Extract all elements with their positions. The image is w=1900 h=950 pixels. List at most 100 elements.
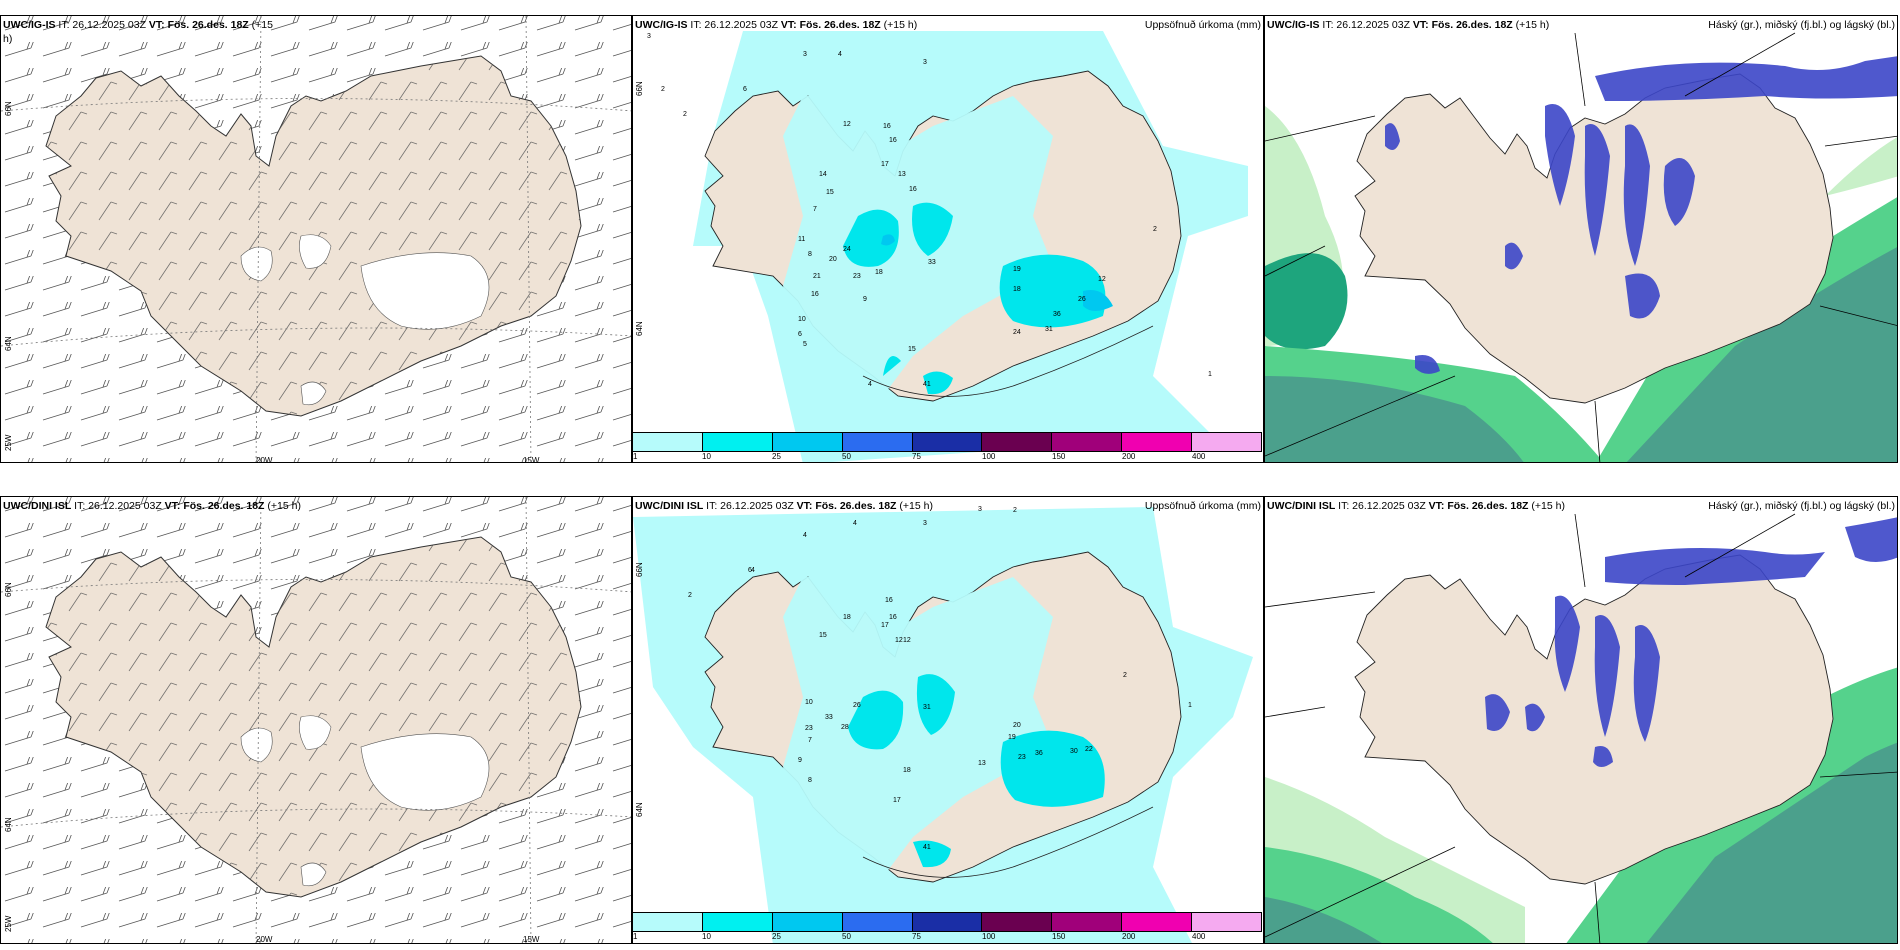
- colorbar-tick: 1: [633, 452, 638, 461]
- precip-map-svg: 3 4 4 3 2 2 6 16 18 16 17 15 12 26 23 28…: [633, 506, 1253, 943]
- colorbar-segment: [633, 913, 703, 931]
- colorbar-ticks-bottom: 1 10 25 50 75 100 150 200 400: [632, 932, 1262, 944]
- precip-label: 24: [843, 246, 851, 253]
- precip-label: 2: [688, 592, 692, 599]
- precip-label: 36: [1035, 750, 1043, 757]
- precip-label: 8: [808, 251, 812, 258]
- precip-label: 2: [1123, 672, 1127, 679]
- precip-label: 23: [853, 273, 861, 280]
- precip-label: 10: [805, 699, 813, 706]
- colorbar-segment: [1122, 913, 1193, 931]
- lead-time: (+15 h): [267, 500, 301, 512]
- colorbar-tick: 25: [772, 932, 781, 941]
- panel-header: UWC/IG-IS IT: 26.12.2025 03Z VT: Fös. 26…: [1, 16, 631, 45]
- colorbar-tick: 1: [633, 932, 638, 941]
- precip-label: 4: [868, 381, 872, 388]
- lead-time: (+15 h): [1531, 500, 1565, 512]
- model-name: UWC/DINI ISL: [635, 500, 704, 512]
- precip-label: 20: [829, 256, 837, 263]
- lead-time: (+15: [251, 19, 273, 31]
- colorbar-segment: [1052, 913, 1123, 931]
- init-time: IT: 26.12.2025 03Z: [706, 500, 794, 512]
- precip-label: 22: [1085, 746, 1093, 753]
- precip-colorbar-top: [632, 432, 1262, 452]
- lead-time-cont: h): [3, 33, 13, 45]
- precip-label: 23: [805, 725, 813, 732]
- precip-label: 13: [978, 760, 986, 767]
- colorbar-tick: 100: [982, 932, 996, 941]
- precip-label: 16: [889, 614, 897, 621]
- precip-label: 17: [881, 622, 889, 629]
- model-name: UWC/IG-IS: [3, 19, 56, 31]
- precip-label: 33: [928, 259, 936, 266]
- wind-map-svg: [1, 497, 631, 943]
- precip-label: 19: [1013, 266, 1021, 273]
- colorbar-tick: 50: [842, 932, 851, 941]
- precip-label: 18: [875, 269, 883, 276]
- precip-label: 20: [1013, 722, 1021, 729]
- precip-label: 7: [813, 206, 817, 213]
- colorbar-segment: [1192, 913, 1262, 931]
- field-title: Uppsöfnuð úrkoma (mm): [1144, 500, 1261, 512]
- precip-label: 18: [1013, 286, 1021, 293]
- corner-lon-label: 25W: [4, 434, 13, 451]
- init-time: IT: 26.12.2025 03Z: [58, 19, 146, 31]
- model-name: UWC/IG-IS: [635, 19, 688, 31]
- precip-label: 30: [1070, 748, 1078, 755]
- cloud-map-svg: [1265, 513, 1897, 943]
- cloud-panel-top: UWC/IG-IS IT: 26.12.2025 03Z VT: Fös. 26…: [1264, 15, 1898, 463]
- precip-label: 17: [893, 797, 901, 804]
- precip-label: 2: [683, 111, 687, 118]
- colorbar-tick: 400: [1192, 932, 1206, 941]
- precip-label: 6: [748, 567, 752, 574]
- precip-label: 15: [908, 346, 916, 353]
- colorbar-tick: 200: [1122, 932, 1136, 941]
- lat-label-66n: 66N: [635, 562, 644, 577]
- colorbar-tick: 25: [772, 452, 781, 461]
- precip-label: 6: [798, 331, 802, 338]
- precip-label: 19: [1008, 734, 1016, 741]
- field-title: Háský (gr.), miðský (fj.bl.) og lágský (…: [1708, 19, 1895, 31]
- precip-label: 12: [903, 637, 911, 644]
- colorbar-segment: [702, 913, 773, 931]
- precip-label: 5: [803, 341, 807, 348]
- precip-label: 10: [798, 316, 806, 323]
- precip-label: 21: [813, 273, 821, 280]
- precip-label: 12: [1098, 276, 1106, 283]
- precip-label: 11: [798, 236, 805, 243]
- colorbar-segment: [1192, 433, 1262, 451]
- panel-header: UWC/IG-IS IT: 26.12.2025 03Z VT: Fös. 26…: [1265, 16, 1897, 35]
- precip-label: 28: [841, 724, 849, 731]
- panel-header: UWC/DINI ISL IT: 26.12.2025 03Z VT: Fös.…: [633, 497, 1263, 516]
- init-time: IT: 26.12.2025 03Z: [690, 19, 778, 31]
- colorbar-segment: [633, 433, 703, 451]
- precip-label: 13: [898, 171, 906, 178]
- precip-label: 17: [881, 161, 889, 168]
- wind-panel-bottom: UWC/DINI ISL IT: 26.12.2025 03Z VT: Fös.…: [0, 496, 632, 944]
- panel-header: UWC/IG-IS IT: 26.12.2025 03Z VT: Fös. 26…: [633, 16, 1263, 35]
- colorbar-tick: 75: [912, 452, 921, 461]
- precip-label: 31: [923, 704, 931, 711]
- precip-label: 33: [825, 714, 833, 721]
- precip-label: 16: [811, 291, 819, 298]
- colorbar-ticks-top: 1 10 25 50 75 100 150 200 400: [632, 452, 1262, 464]
- lead-time: (+15 h): [883, 19, 918, 31]
- lat-label-66n: 66N: [635, 81, 644, 96]
- wind-map-svg: [1, 16, 631, 462]
- model-name: UWC/IG-IS: [1267, 19, 1320, 31]
- precip-label: 36: [1053, 311, 1061, 318]
- colorbar-tick: 10: [702, 932, 711, 941]
- precip-label: 41: [923, 844, 931, 851]
- lat-label-64n: 64N: [4, 336, 13, 351]
- colorbar-tick: 50: [842, 452, 851, 461]
- precip-label: 4: [838, 51, 842, 58]
- precip-label: 18: [903, 767, 911, 774]
- lead-time: (+15 h): [1515, 19, 1550, 31]
- colorbar-segment: [1052, 433, 1123, 451]
- precip-label: 9: [798, 757, 802, 764]
- lon-label-20w: 20W: [256, 935, 273, 944]
- valid-time: VT: Fös. 26.des. 18Z: [148, 19, 249, 31]
- colorbar-tick: 150: [1052, 452, 1066, 461]
- lon-label-20w: 20W: [256, 456, 273, 463]
- colorbar-tick: 10: [702, 452, 711, 461]
